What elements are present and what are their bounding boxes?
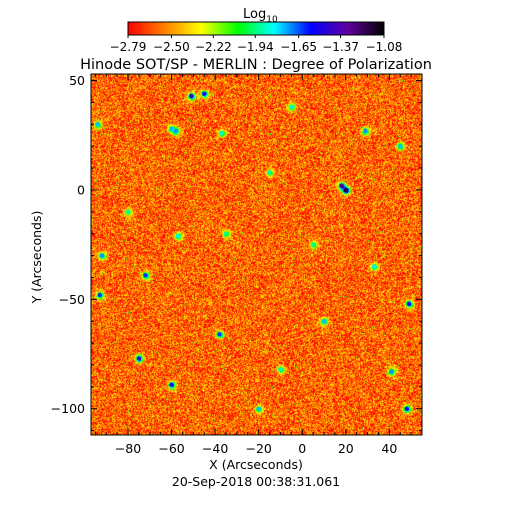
polarization-feature	[389, 369, 394, 374]
colorbar-tick-label: −1.37	[322, 40, 359, 54]
polarization-feature	[169, 382, 174, 387]
x-tick-label: 0	[298, 441, 306, 456]
plot-frame	[90, 73, 423, 436]
colorbar-label-base: Log	[243, 7, 266, 22]
y-tick-label: −100	[51, 401, 85, 416]
y-axis-label: Y (Arcseconds)	[29, 211, 44, 305]
polarization-feature	[343, 187, 348, 193]
colorbar-tick-label: −1.65	[280, 40, 317, 54]
x-tick-label: −20	[245, 441, 271, 456]
polarization-feature	[217, 332, 222, 337]
x-axis-label: X (Arcseconds)	[209, 457, 303, 472]
y-tick-label: 0	[77, 182, 85, 197]
y-axis: −100 −50 0 50	[51, 73, 422, 432]
polarization-feature	[95, 122, 100, 127]
x-tick-label: −60	[158, 441, 184, 456]
colorbar-tick-label: −1.94	[237, 40, 274, 54]
x-tick-label: 40	[381, 441, 397, 456]
colorbar-tick-label: −2.22	[195, 40, 232, 54]
polarization-feature	[99, 253, 105, 258]
colorbar-label-sub: 10	[266, 15, 278, 25]
polarization-feature	[398, 144, 403, 149]
chart-title: Hinode SOT/SP - MERLIN : Degree of Polar…	[80, 57, 432, 73]
x-tick-label: 20	[338, 441, 354, 456]
x-axis: −80 −60 −40 −20 0 20 40	[94, 74, 423, 456]
polarization-feature	[188, 93, 194, 99]
colorbar-tick-label: −2.79	[110, 40, 147, 54]
polarization-feature	[256, 406, 261, 411]
polarization-feature	[143, 273, 148, 278]
polarization-feature	[136, 356, 142, 361]
polarization-feature	[219, 130, 224, 136]
polarization-feature	[289, 104, 294, 110]
polarization-feature	[169, 126, 174, 131]
y-tick-label: −50	[59, 292, 85, 307]
polarization-feature	[175, 233, 181, 239]
polarization-feature	[310, 242, 316, 247]
colorbar-tick-label: −2.50	[153, 40, 190, 54]
x-tick-label: −80	[115, 441, 141, 456]
polarization-feature	[363, 128, 368, 134]
polarization-feature	[97, 292, 102, 298]
polarization-feature	[404, 406, 409, 411]
colorbar-tick-label: −1.08	[366, 40, 403, 54]
polarization-feature	[125, 209, 131, 215]
timestamp: 20-Sep-2018 00:38:31.061	[172, 474, 340, 489]
polarization-feature	[173, 128, 179, 134]
x-tick-label: −40	[202, 441, 228, 456]
polarization-feature	[267, 170, 272, 175]
polarization-feature	[278, 367, 283, 372]
polarization-feature	[406, 301, 412, 306]
polarization-feature	[321, 319, 327, 324]
polarization-feature	[202, 91, 207, 96]
feature-layer	[95, 91, 412, 411]
plot-area	[91, 74, 422, 435]
polarization-feature	[371, 264, 377, 269]
polarization-map	[91, 74, 422, 435]
colorbar	[128, 22, 384, 35]
polarization-feature	[339, 183, 344, 188]
colorbar-frame	[127, 21, 385, 36]
colorbar-label: Log10	[243, 7, 278, 25]
y-tick-label: 50	[69, 73, 85, 88]
polarization-feature	[223, 231, 229, 236]
colorbar-ticks: −2.79 −2.50 −2.22 −1.94 −1.65 −1.37 −1.08	[110, 35, 403, 54]
